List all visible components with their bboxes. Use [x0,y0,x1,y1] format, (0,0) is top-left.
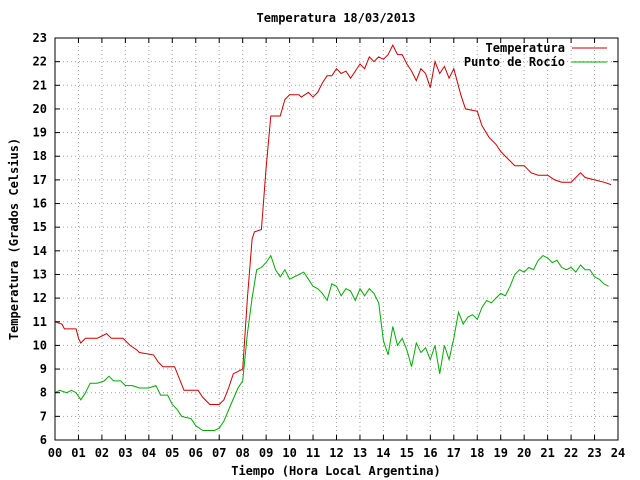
x-tick-label: 09 [259,446,273,460]
x-tick-label: 10 [282,446,296,460]
x-tick-label: 00 [48,446,62,460]
y-tick-label: 23 [33,31,47,45]
grid [55,38,618,440]
y-tick-label: 17 [33,173,47,187]
y-tick-label: 19 [33,126,47,140]
x-axis-label: Tiempo (Hora Local Argentina) [231,464,441,478]
x-tick-label: 14 [376,446,390,460]
x-tick-label: 12 [329,446,343,460]
x-tick-label: 17 [447,446,461,460]
x-tick-label: 04 [142,446,156,460]
legend-label: Punto de Rocío [464,55,565,69]
y-tick-label: 6 [40,433,47,447]
y-tick-label: 20 [33,102,47,116]
x-tick-label: 11 [306,446,320,460]
x-tick-label: 21 [540,446,554,460]
x-tick-label: 03 [118,446,132,460]
series-layer [54,43,612,431]
y-tick-label: 15 [33,220,47,234]
x-tick-label: 23 [587,446,601,460]
x-tick-label: 08 [235,446,249,460]
y-tick-label: 13 [33,267,47,281]
y-tick-label: 11 [33,315,47,329]
chart-title: Temperatura 18/03/2013 [257,11,416,25]
x-tick-label: 05 [165,446,179,460]
x-tick-label: 16 [423,446,437,460]
x-tick-label: 19 [493,446,507,460]
y-tick-label: 10 [33,338,47,352]
legend-label: Temperatura [486,41,565,55]
x-tick-label: 06 [189,446,203,460]
y-tick-label: 9 [40,362,47,376]
y-tick-label: 8 [40,386,47,400]
x-tick-label: 22 [564,446,578,460]
punto-de-rocio-line [54,254,609,431]
y-tick-label: 12 [33,291,47,305]
y-tick-label: 18 [33,149,47,163]
x-tick-label: 15 [400,446,414,460]
y-tick-label: 14 [33,244,47,258]
x-tick-label: 24 [611,446,625,460]
y-tick-label: 16 [33,197,47,211]
y-tick-label: 21 [33,78,47,92]
x-tick-label: 07 [212,446,226,460]
x-tick-label: 02 [95,446,109,460]
axis-ticks: 00 01 02 03 04 05 06 07 08 09 10 11 12 13 14 15 16 17 18 19… [33,31,626,460]
y-tick-label: 7 [40,409,47,423]
x-tick-label: 20 [517,446,531,460]
x-tick-label: 01 [71,446,85,460]
y-axis-label: Temperatura (Grados Celsius) [7,138,21,340]
temperatura-line [54,43,612,405]
x-tick-label: 18 [470,446,484,460]
x-tick-label: 13 [353,446,367,460]
y-tick-label: 22 [33,55,47,69]
